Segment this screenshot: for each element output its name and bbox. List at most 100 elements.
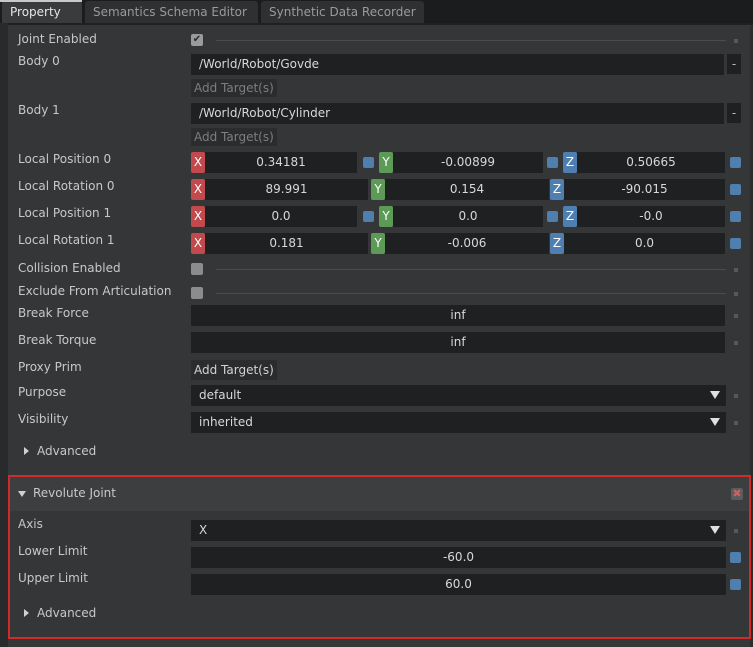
panel-left-edge (0, 23, 8, 647)
body1-row: Body 1 /World/Robot/Cylinder - Add Targe… (8, 102, 753, 150)
default-indicator[interactable] (734, 529, 738, 533)
collision-enabled-label: Collision Enabled (18, 261, 121, 275)
upper-limit-keyframe[interactable] (730, 579, 741, 590)
body1-path-field[interactable]: /World/Robot/Cylinder (191, 103, 724, 124)
local-position-1-z-field[interactable]: -0.0 (577, 206, 725, 227)
axis-dropdown[interactable]: X (191, 520, 726, 541)
break-torque-field[interactable]: inf (191, 332, 725, 353)
x-axis-tag: X (191, 206, 205, 227)
body0-path-field[interactable]: /World/Robot/Govde (191, 54, 724, 75)
local-rotation-0-y-field[interactable]: 0.154 (385, 179, 549, 200)
local-position-0-y-keyframe[interactable] (547, 157, 558, 168)
axis-value: X (199, 523, 208, 537)
local-position-1-x-field[interactable]: 0.0 (205, 206, 357, 227)
joint-enabled-label: Joint Enabled (18, 32, 97, 46)
proxy-prim-add-target-button[interactable]: Add Target(s) (191, 360, 277, 380)
local-rotation-1-row: Local Rotation 1 X 0.181 Y -0.006 Z 0.0 (8, 232, 753, 254)
body0-label: Body 0 (18, 54, 60, 68)
local-position-0-y-field[interactable]: -0.00899 (393, 152, 543, 173)
advanced-label: Advanced (37, 606, 97, 620)
tab-semantics-schema-editor[interactable]: Semantics Schema Editor (85, 1, 258, 23)
visibility-dropdown[interactable]: inherited (191, 412, 726, 433)
purpose-dropdown[interactable]: default (191, 385, 726, 406)
expand-triangle-icon (24, 447, 29, 455)
z-axis-tag: Z (563, 152, 577, 173)
local-rotation-0-label: Local Rotation 0 (18, 179, 115, 193)
local-position-1-y-keyframe[interactable] (547, 211, 558, 222)
local-rotation-0-row: Local Rotation 0 X 89.991 Y 0.154 Z -90.… (8, 178, 753, 200)
body1-remove-button[interactable]: - (727, 103, 741, 123)
local-rotation-1-z-field[interactable]: 0.0 (564, 233, 725, 254)
default-indicator[interactable] (734, 314, 738, 318)
collision-enabled-checkbox[interactable] (191, 263, 203, 275)
purpose-value: default (199, 388, 242, 402)
local-position-0-z-keyframe[interactable] (730, 157, 741, 168)
visibility-label: Visibility (18, 412, 69, 426)
proxy-prim-label: Proxy Prim (18, 360, 82, 374)
local-rotation-0-x-field[interactable]: 89.991 (205, 179, 368, 200)
y-axis-tag: Y (379, 206, 393, 227)
visibility-value: inherited (199, 415, 253, 429)
default-indicator[interactable] (734, 268, 738, 272)
break-torque-row: Break Torque inf (8, 332, 753, 354)
remove-component-icon[interactable]: ✖ (731, 487, 743, 500)
tab-property[interactable]: Property (2, 1, 82, 23)
y-axis-tag: Y (379, 152, 393, 173)
body0-add-target-button[interactable]: Add Target(s) (191, 79, 277, 97)
revolute-joint-header[interactable]: Revolute Joint ✖ (10, 477, 749, 511)
scrollbar[interactable] (750, 25, 753, 647)
joint-enabled-checkbox[interactable]: ✔ (191, 34, 203, 46)
revolute-advanced-collapsible[interactable]: Advanced (10, 604, 749, 624)
local-position-1-z-keyframe[interactable] (730, 211, 741, 222)
body0-row: Body 0 /World/Robot/Govde - Add Target(s… (8, 53, 753, 101)
body0-remove-button[interactable]: - (727, 54, 741, 74)
purpose-label: Purpose (18, 385, 67, 399)
body1-add-target-button[interactable]: Add Target(s) (191, 128, 277, 146)
axis-label: Axis (18, 517, 43, 531)
tab-synthetic-data-recorder[interactable]: Synthetic Data Recorder (261, 1, 424, 23)
purpose-row: Purpose default (8, 384, 753, 406)
local-rotation-1-x-field[interactable]: 0.181 (205, 233, 368, 254)
default-indicator[interactable] (734, 341, 738, 345)
local-position-1-label: Local Position 1 (18, 206, 112, 220)
default-indicator[interactable] (734, 394, 738, 398)
local-position-0-row: Local Position 0 X 0.34181 Y -0.00899 Z … (8, 151, 753, 173)
local-rotation-1-y-field[interactable]: -0.006 (385, 233, 549, 254)
collision-enabled-row: Collision Enabled (8, 259, 753, 281)
z-axis-tag: Z (563, 206, 577, 227)
advanced-label: Advanced (37, 444, 97, 458)
local-position-0-label: Local Position 0 (18, 152, 112, 166)
local-position-1-x-keyframe[interactable] (363, 211, 374, 222)
revolute-joint-section: Revolute Joint ✖ Axis X Lower Limit -60.… (8, 475, 751, 639)
local-rotation-1-label: Local Rotation 1 (18, 233, 115, 247)
upper-limit-field[interactable]: 60.0 (191, 574, 726, 595)
dropdown-arrow-icon (710, 418, 720, 426)
local-position-0-z-field[interactable]: 0.50665 (577, 152, 725, 173)
local-rotation-0-keyframe[interactable] (730, 184, 741, 195)
lower-limit-row: Lower Limit -60.0 (10, 543, 749, 568)
expand-triangle-icon (24, 609, 29, 617)
collapse-triangle-icon (18, 491, 26, 497)
advanced-collapsible[interactable]: Advanced (8, 443, 753, 463)
active-tab-indicator (0, 0, 82, 2)
axis-row: Axis X (10, 516, 749, 541)
local-position-0-x-keyframe[interactable] (363, 157, 374, 168)
revolute-joint-title: Revolute Joint (33, 486, 116, 500)
local-position-0-x-field[interactable]: 0.34181 (205, 152, 357, 173)
break-force-field[interactable]: inf (191, 305, 725, 326)
default-indicator[interactable] (734, 421, 738, 425)
default-indicator[interactable] (734, 292, 738, 296)
local-rotation-0-z-field[interactable]: -90.015 (564, 179, 725, 200)
default-indicator[interactable] (734, 39, 738, 43)
local-rotation-1-keyframe[interactable] (730, 238, 741, 249)
lower-limit-keyframe[interactable] (730, 552, 741, 563)
lower-limit-field[interactable]: -60.0 (191, 547, 726, 568)
x-axis-tag: X (191, 152, 205, 173)
dropdown-arrow-icon (710, 391, 720, 399)
exclude-articulation-checkbox[interactable] (191, 287, 203, 299)
tab-bar: Property Semantics Schema Editor Synthet… (0, 0, 753, 23)
body1-label: Body 1 (18, 103, 60, 117)
exclude-articulation-row: Exclude From Articulation (8, 282, 753, 304)
local-position-1-y-field[interactable]: 0.0 (393, 206, 543, 227)
break-force-row: Break Force inf (8, 305, 753, 327)
